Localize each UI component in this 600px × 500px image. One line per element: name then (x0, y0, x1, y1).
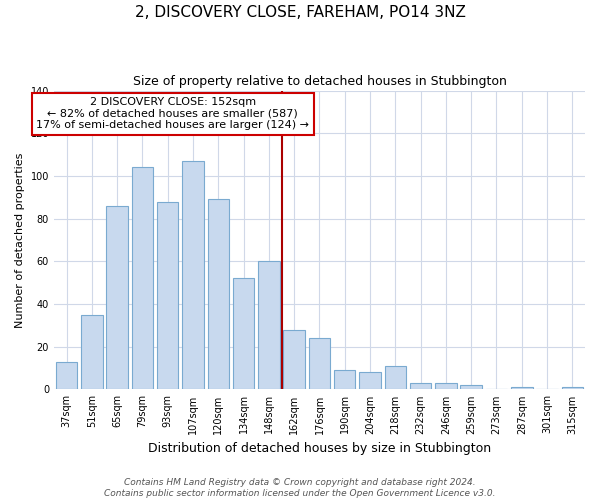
Bar (385, 366, 406, 390)
Text: 2 DISCOVERY CLOSE: 152sqm
← 82% of detached houses are smaller (587)
17% of semi: 2 DISCOVERY CLOSE: 152sqm ← 82% of detac… (36, 97, 309, 130)
Bar (56, 362, 77, 390)
Bar (283, 330, 305, 390)
Bar (460, 385, 482, 390)
Bar (562, 388, 583, 390)
Text: Contains HM Land Registry data © Crown copyright and database right 2024.
Contai: Contains HM Land Registry data © Crown c… (104, 478, 496, 498)
Bar (359, 372, 381, 390)
Bar (511, 388, 533, 390)
Bar (410, 383, 431, 390)
Bar (106, 206, 128, 390)
Title: Size of property relative to detached houses in Stubbington: Size of property relative to detached ho… (133, 75, 506, 88)
Bar (131, 168, 153, 390)
Bar (81, 314, 103, 390)
Bar (334, 370, 355, 390)
Text: 2, DISCOVERY CLOSE, FAREHAM, PO14 3NZ: 2, DISCOVERY CLOSE, FAREHAM, PO14 3NZ (134, 5, 466, 20)
Bar (157, 202, 178, 390)
Bar (208, 200, 229, 390)
Bar (435, 383, 457, 390)
X-axis label: Distribution of detached houses by size in Stubbington: Distribution of detached houses by size … (148, 442, 491, 455)
Y-axis label: Number of detached properties: Number of detached properties (15, 152, 25, 328)
Bar (309, 338, 330, 390)
Bar (233, 278, 254, 390)
Bar (182, 161, 204, 390)
Bar (258, 262, 280, 390)
